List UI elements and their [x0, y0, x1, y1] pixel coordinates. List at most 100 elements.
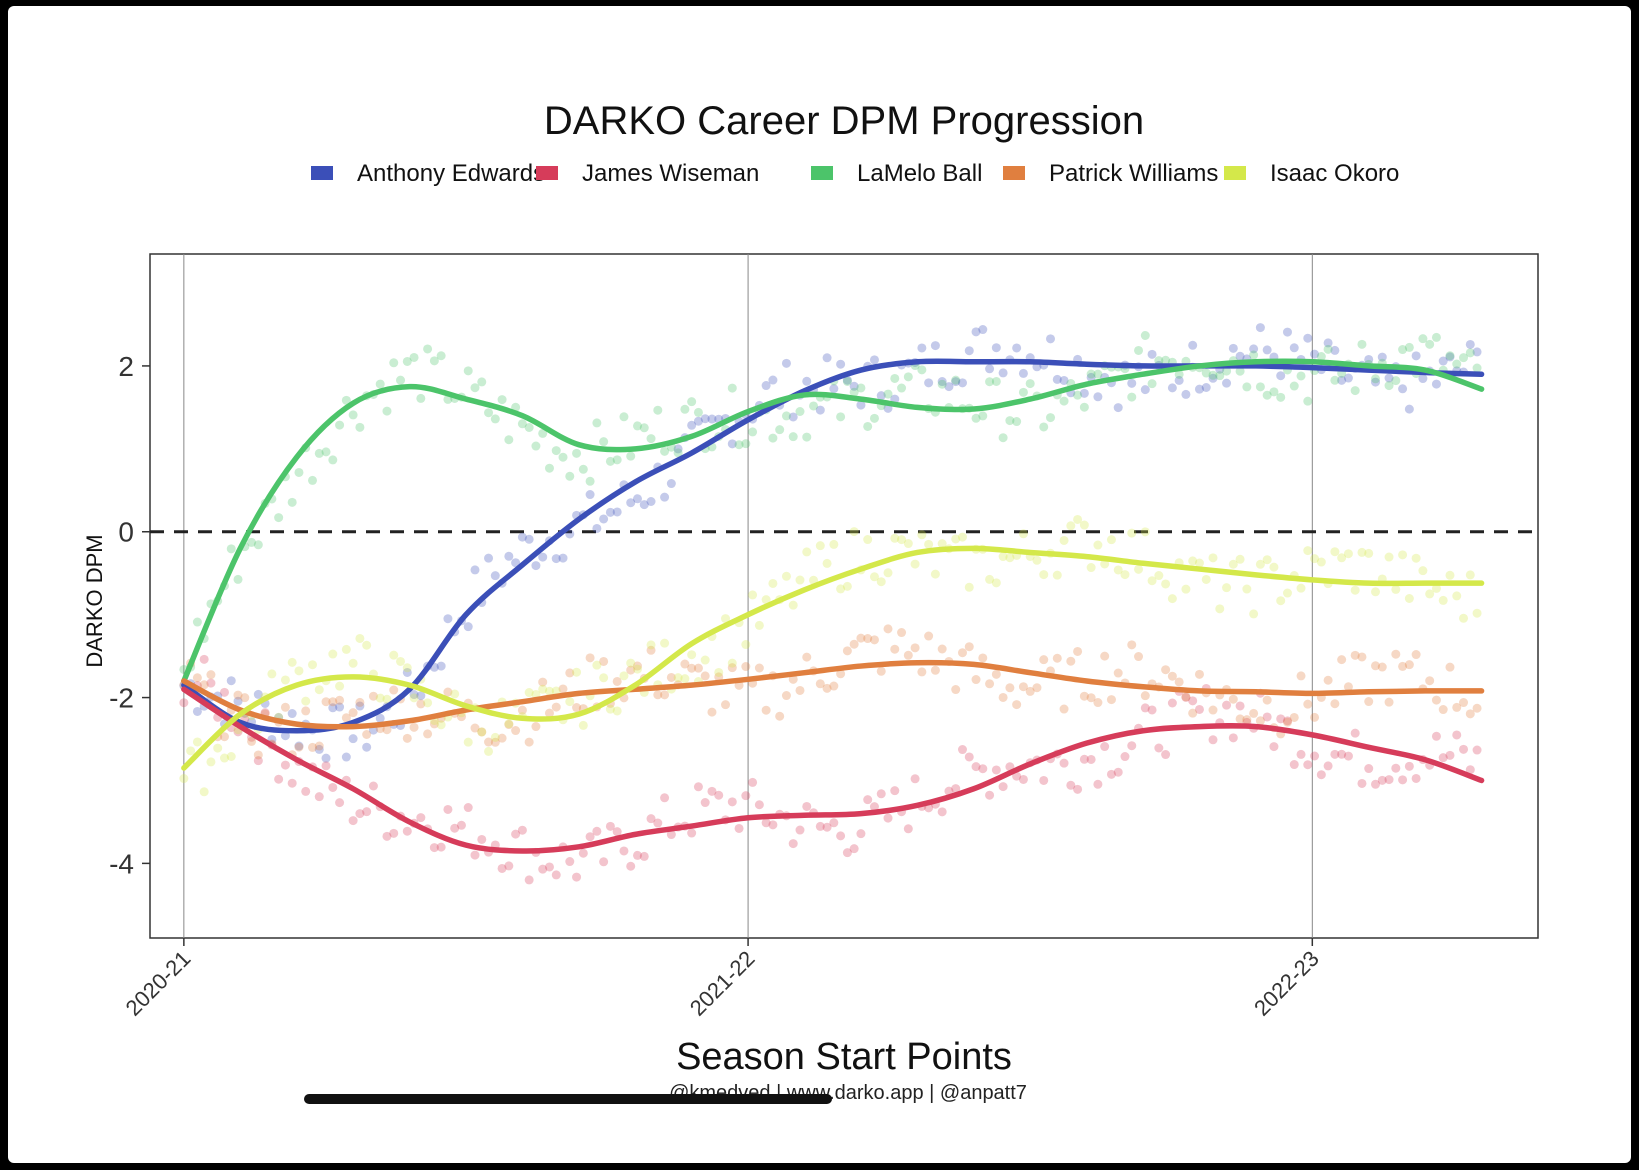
data-point [937, 377, 947, 387]
data-point [429, 843, 439, 853]
data-point [937, 539, 947, 549]
data-point [971, 327, 981, 337]
scatter-points [179, 323, 1482, 885]
data-point [348, 410, 358, 420]
data-point [436, 661, 446, 671]
data-point [1147, 576, 1157, 586]
data-point [1188, 340, 1198, 350]
data-point [1052, 570, 1062, 580]
data-point [1066, 521, 1076, 531]
legend-item: James Wiseman [536, 160, 759, 187]
data-point [592, 418, 602, 428]
data-point [416, 699, 426, 709]
data-point [1438, 595, 1448, 605]
data-point [1208, 705, 1218, 715]
data-point [856, 383, 866, 393]
data-point [897, 628, 907, 638]
data-point [1188, 696, 1198, 706]
data-point [186, 746, 196, 756]
data-point [687, 397, 697, 407]
data-point [788, 412, 798, 422]
data-point [1140, 691, 1150, 701]
data-point [436, 720, 446, 730]
data-point [206, 670, 216, 680]
data-point [1066, 780, 1076, 790]
data-point [1357, 652, 1367, 662]
data-point [1127, 392, 1137, 402]
data-point [1127, 528, 1137, 538]
data-point [836, 412, 846, 422]
data-point [240, 693, 250, 703]
data-point [1079, 754, 1089, 764]
data-point [842, 646, 852, 656]
points-patrick-williams [179, 624, 1482, 760]
data-point [910, 774, 920, 784]
data-point [1134, 652, 1144, 662]
data-point [1364, 697, 1374, 707]
data-point [978, 325, 988, 335]
data-point [761, 595, 771, 605]
data-point [788, 432, 798, 442]
data-point [538, 428, 548, 438]
data-point [1296, 749, 1306, 759]
data-point [687, 650, 697, 660]
data-point [335, 420, 345, 430]
data-point [951, 534, 961, 544]
data-point [910, 559, 920, 569]
data-point [389, 650, 399, 660]
data-point [1167, 671, 1177, 681]
data-point [937, 807, 947, 817]
data-point [558, 553, 568, 563]
data-point [1303, 760, 1313, 770]
data-point [1154, 356, 1164, 366]
data-point [544, 686, 554, 696]
data-point [660, 638, 670, 648]
data-point [1343, 373, 1353, 383]
data-point [1106, 769, 1116, 779]
data-point [1425, 339, 1435, 349]
data-point [998, 368, 1008, 378]
data-point [1106, 695, 1116, 705]
data-point [1411, 553, 1421, 563]
data-point [1093, 392, 1103, 402]
data-point [673, 448, 683, 458]
data-point [443, 614, 453, 624]
data-point [890, 644, 900, 654]
data-point [233, 690, 243, 700]
data-point [1269, 742, 1279, 752]
data-point [626, 861, 636, 871]
data-point [409, 690, 419, 700]
data-point [328, 703, 338, 713]
data-point [572, 667, 582, 677]
data-point [876, 666, 886, 676]
data-point [1425, 676, 1435, 686]
data-point [619, 412, 629, 422]
data-point [632, 661, 642, 671]
data-point [883, 568, 893, 578]
data-point [693, 663, 703, 673]
y-axis-label: DARKO DPM [82, 534, 107, 667]
trend-lines [181, 358, 1485, 854]
data-point [1411, 650, 1421, 660]
data-point [1296, 371, 1306, 381]
data-point [741, 662, 751, 672]
data-point [524, 422, 534, 432]
trend-line-lamelo-ball [181, 358, 1485, 684]
data-point [1039, 422, 1049, 432]
data-point [1384, 373, 1394, 383]
data-point [1018, 387, 1028, 397]
data-point [1391, 584, 1401, 594]
data-point [253, 540, 263, 550]
data-point [1438, 356, 1448, 366]
data-point [423, 698, 433, 708]
data-point [957, 378, 967, 388]
data-point [1113, 668, 1123, 678]
data-point [1127, 741, 1137, 751]
x-tick-label: 2020-21 [121, 946, 196, 1021]
data-point [538, 552, 548, 562]
data-point [565, 529, 575, 539]
data-point [863, 795, 873, 805]
data-point [490, 571, 500, 581]
data-point [1228, 694, 1238, 704]
data-point [1188, 556, 1198, 566]
